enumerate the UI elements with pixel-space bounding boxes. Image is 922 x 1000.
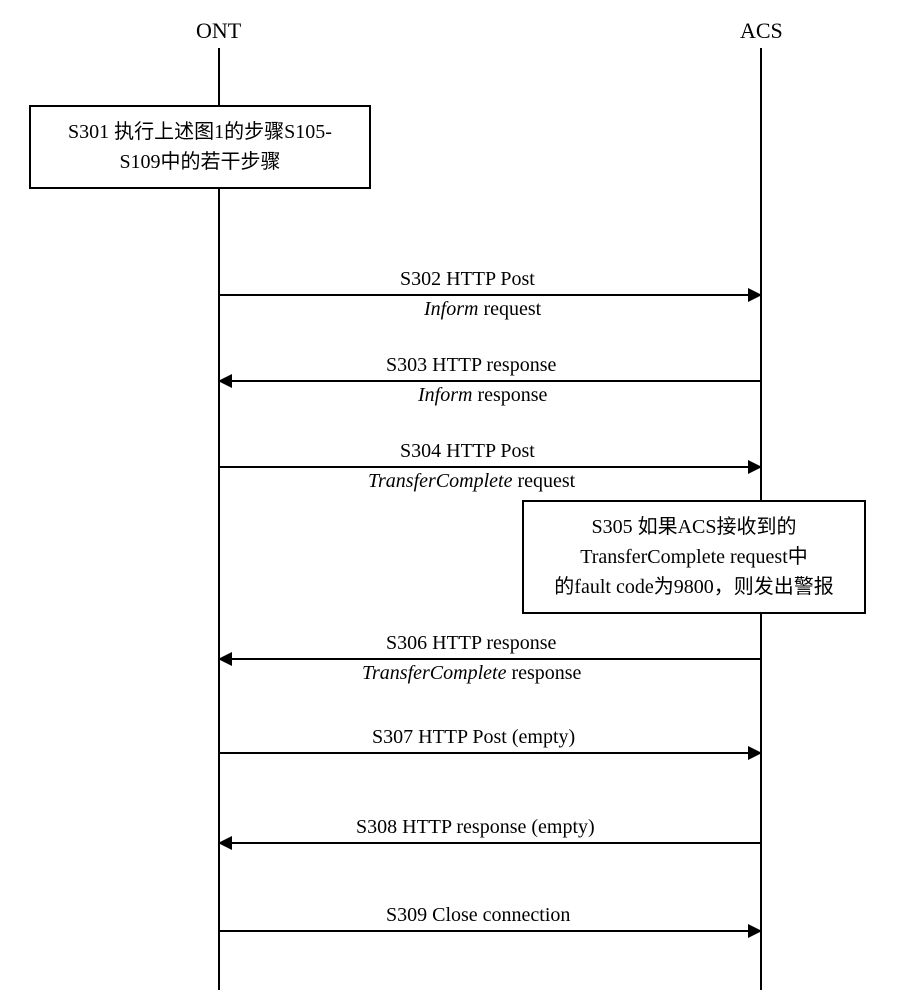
msg-s303-line [232, 380, 760, 382]
msg-s303-arrow-icon [218, 374, 232, 388]
msg-s302-arrow-icon [748, 288, 762, 302]
msg-s308-arrow-icon [218, 836, 232, 850]
note-s301-line1: S301 执行上述图1的步骤S105- [45, 117, 355, 147]
msg-s303-label-bottom: Inform response [418, 384, 547, 407]
msg-s306-italic: TransferComplete [362, 662, 506, 684]
msg-s303-rest: response [472, 384, 547, 406]
msg-s308-line [232, 842, 760, 844]
msg-s308-label-top: S308 HTTP response (empty) [356, 816, 595, 839]
note-s305: S305 如果ACS接收到的 TransferComplete request中… [522, 500, 866, 614]
note-s301-line2: S109中的若干步骤 [45, 147, 355, 177]
participant-acs-label: ACS [740, 18, 783, 44]
note-s305-line2: TransferComplete request中 [538, 542, 850, 572]
msg-s307-arrow-icon [748, 746, 762, 760]
msg-s302-label-bottom: Inform request [424, 298, 541, 321]
msg-s303-label-top: S303 HTTP response [386, 354, 556, 377]
msg-s304-arrow-icon [748, 460, 762, 474]
msg-s309-arrow-icon [748, 924, 762, 938]
msg-s306-label-bottom: TransferComplete response [362, 662, 581, 685]
msg-s304-label-top: S304 HTTP Post [400, 440, 535, 463]
note-s301: S301 执行上述图1的步骤S105- S109中的若干步骤 [29, 105, 371, 189]
msg-s307-line [220, 752, 748, 754]
msg-s302-line [220, 294, 748, 296]
msg-s303-italic: Inform [418, 384, 472, 406]
msg-s306-label-top: S306 HTTP response [386, 632, 556, 655]
msg-s306-rest: response [506, 662, 581, 684]
note-s305-line3: 的fault code为9800，则发出警报 [538, 572, 850, 602]
msg-s302-rest: request [478, 298, 541, 320]
msg-s306-arrow-icon [218, 652, 232, 666]
msg-s304-italic: TransferComplete [368, 470, 512, 492]
participant-ont-label: ONT [196, 18, 241, 44]
msg-s304-line [220, 466, 748, 468]
msg-s306-line [232, 658, 760, 660]
msg-s302-label-top: S302 HTTP Post [400, 268, 535, 291]
msg-s309-label-top: S309 Close connection [386, 904, 570, 927]
msg-s307-label-top: S307 HTTP Post (empty) [372, 726, 575, 749]
msg-s304-rest: request [512, 470, 575, 492]
msg-s304-label-bottom: TransferComplete request [368, 470, 575, 493]
note-s305-line1: S305 如果ACS接收到的 [538, 512, 850, 542]
msg-s309-line [220, 930, 748, 932]
msg-s302-italic: Inform [424, 298, 478, 320]
